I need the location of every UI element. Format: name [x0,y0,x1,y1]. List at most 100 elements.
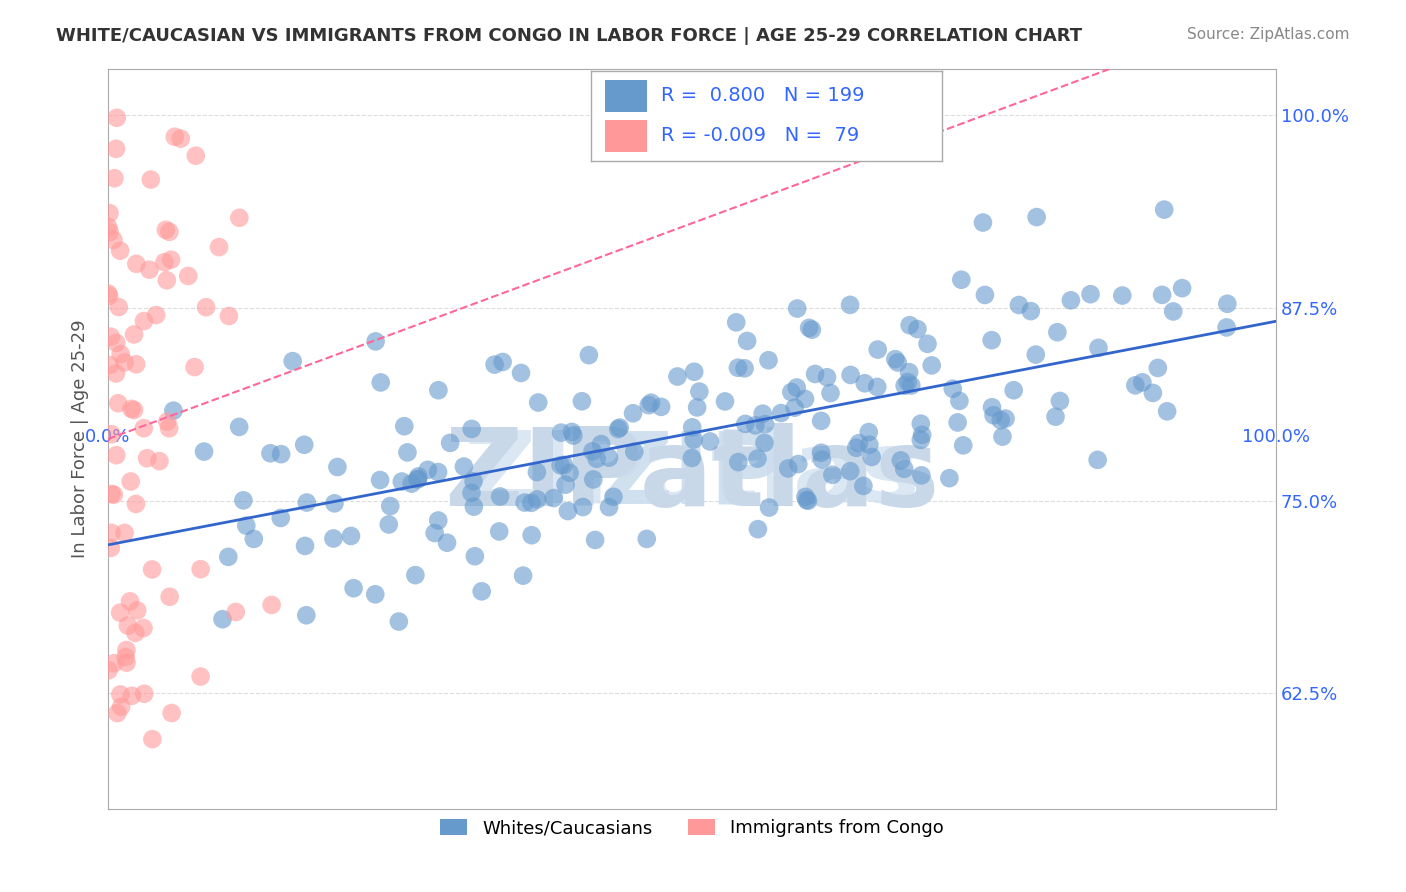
Immigrants from Congo [100,541,122,555]
Whites/Caucasians [1123,378,1146,392]
Whites/Caucasians [735,334,758,348]
Whites/Caucasians [512,568,534,582]
Immigrants from Congo [103,233,125,247]
Whites/Caucasians [911,427,934,442]
Immigrants from Congo [190,669,212,683]
Whites/Caucasians [917,336,939,351]
Whites/Caucasians [408,469,430,483]
Whites/Caucasians [681,450,703,465]
Whites/Caucasians [686,401,709,415]
Whites/Caucasians [860,450,883,464]
Whites/Caucasians [582,473,605,487]
Whites/Caucasians [388,615,411,629]
Whites/Caucasians [423,526,446,541]
Immigrants from Congo [136,451,159,466]
Whites/Caucasians [527,395,550,409]
Whites/Caucasians [948,393,970,408]
Whites/Caucasians [770,406,793,420]
Whites/Caucasians [734,417,756,431]
Whites/Caucasians [550,458,572,473]
Immigrants from Congo [141,732,163,747]
Whites/Caucasians [489,490,512,504]
Whites/Caucasians [1215,320,1237,334]
Whites/Caucasians [1045,409,1067,424]
Whites/Caucasians [460,485,482,500]
Whites/Caucasians [550,425,572,440]
Whites/Caucasians [270,511,292,525]
Whites/Caucasians [815,370,838,384]
Whites/Caucasians [394,419,416,434]
Bar [605,80,647,112]
Text: R =  0.800   N = 199: R = 0.800 N = 199 [661,86,865,105]
Whites/Caucasians [921,359,943,373]
Whites/Caucasians [727,455,749,469]
Immigrants from Congo [125,357,148,371]
Whites/Caucasians [370,376,392,390]
Whites/Caucasians [591,437,613,451]
Whites/Caucasians [786,301,808,316]
Whites/Caucasians [364,587,387,601]
Whites/Caucasians [562,428,585,442]
Whites/Caucasians [294,539,316,553]
Text: ZIP: ZIP [600,427,783,524]
Whites/Caucasians [734,361,756,376]
Whites/Caucasians [270,447,292,461]
Whites/Caucasians [322,532,344,546]
Text: ZIPatlas: ZIPatlas [464,427,921,524]
Immigrants from Congo [114,525,136,540]
Text: WHITE/CAUCASIAN VS IMMIGRANTS FROM CONGO IN LABOR FORCE | AGE 25-29 CORRELATION : WHITE/CAUCASIAN VS IMMIGRANTS FROM CONGO… [56,27,1083,45]
Text: 0.0%: 0.0% [86,428,131,446]
Text: R = -0.009   N =  79: R = -0.009 N = 79 [661,126,859,145]
Whites/Caucasians [893,378,915,392]
Immigrants from Congo [127,603,149,617]
Immigrants from Congo [157,421,180,435]
Whites/Caucasians [543,491,565,505]
Whites/Caucasians [162,403,184,417]
Whites/Caucasians [974,288,997,302]
Whites/Caucasians [898,365,921,379]
Whites/Caucasians [1156,404,1178,418]
Immigrants from Congo [190,562,212,576]
Immigrants from Congo [145,308,167,322]
Whites/Caucasians [401,476,423,491]
Whites/Caucasians [848,436,870,450]
Whites/Caucasians [839,464,862,478]
Whites/Caucasians [897,375,920,389]
Whites/Caucasians [725,315,748,329]
Whites/Caucasians [852,479,875,493]
Whites/Caucasians [683,365,706,379]
Whites/Caucasians [463,475,485,489]
Whites/Caucasians [416,463,439,477]
Whites/Caucasians [821,467,844,482]
Text: ZIPatlas: ZIPatlas [444,423,939,529]
Immigrants from Congo [105,111,128,125]
Immigrants from Congo [157,225,180,239]
Whites/Caucasians [406,472,429,486]
Whites/Caucasians [980,333,1002,347]
Whites/Caucasians [893,462,915,476]
Whites/Caucasians [1008,298,1031,312]
Immigrants from Congo [228,211,250,225]
Immigrants from Congo [148,454,170,468]
Immigrants from Congo [108,244,131,258]
Whites/Caucasians [1152,288,1174,302]
Immigrants from Congo [104,367,127,381]
Immigrants from Congo [103,171,125,186]
Whites/Caucasians [491,355,513,369]
Whites/Caucasians [259,446,281,460]
Whites/Caucasians [898,318,921,333]
Whites/Caucasians [681,420,703,434]
Whites/Caucasians [688,384,710,399]
Immigrants from Congo [114,650,136,665]
Whites/Caucasians [558,466,581,480]
Whites/Caucasians [1060,293,1083,308]
Whites/Caucasians [778,461,800,475]
Whites/Caucasians [561,425,583,439]
Whites/Caucasians [972,215,994,229]
Whites/Caucasians [621,406,644,420]
Whites/Caucasians [396,445,419,459]
Whites/Caucasians [990,413,1012,427]
Whites/Caucasians [211,612,233,626]
Whites/Caucasians [810,414,832,428]
Whites/Caucasians [900,378,922,392]
